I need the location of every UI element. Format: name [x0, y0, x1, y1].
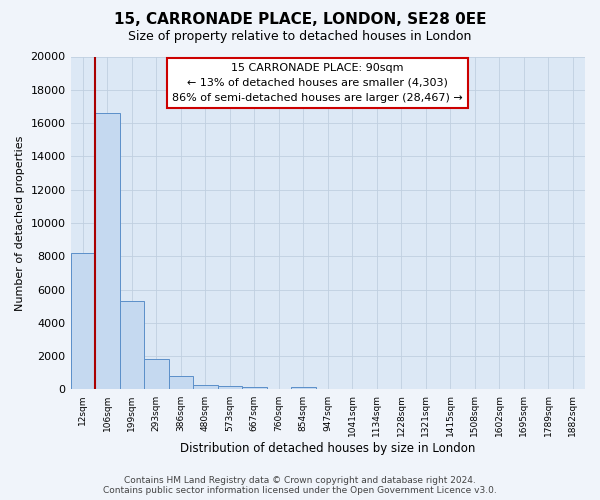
Text: Contains public sector information licensed under the Open Government Licence v3: Contains public sector information licen…: [103, 486, 497, 495]
Bar: [169, 376, 193, 390]
Bar: [218, 386, 242, 390]
Y-axis label: Number of detached properties: Number of detached properties: [15, 136, 25, 310]
Text: 15, CARRONADE PLACE, LONDON, SE28 0EE: 15, CARRONADE PLACE, LONDON, SE28 0EE: [114, 12, 486, 28]
Bar: [119, 301, 144, 390]
Bar: [242, 388, 266, 390]
Text: 15 CARRONADE PLACE: 90sqm
← 13% of detached houses are smaller (4,303)
86% of se: 15 CARRONADE PLACE: 90sqm ← 13% of detac…: [172, 63, 463, 103]
Bar: [95, 113, 119, 390]
X-axis label: Distribution of detached houses by size in London: Distribution of detached houses by size …: [180, 442, 475, 455]
Bar: [193, 385, 218, 390]
Bar: [291, 388, 316, 390]
Text: Contains HM Land Registry data © Crown copyright and database right 2024.: Contains HM Land Registry data © Crown c…: [124, 476, 476, 485]
Bar: [144, 358, 169, 390]
Text: Size of property relative to detached houses in London: Size of property relative to detached ho…: [128, 30, 472, 43]
Bar: [71, 253, 95, 390]
